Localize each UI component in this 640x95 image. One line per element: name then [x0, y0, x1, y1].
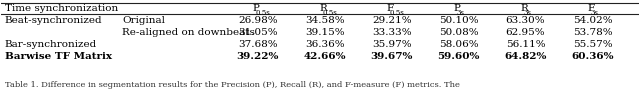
Text: 42.66%: 42.66% — [303, 52, 346, 61]
Text: 26.98%: 26.98% — [238, 16, 278, 25]
Text: 33.33%: 33.33% — [372, 28, 412, 37]
Text: 35.97%: 35.97% — [372, 40, 412, 49]
Text: 55.57%: 55.57% — [573, 40, 612, 49]
Text: F: F — [588, 4, 595, 13]
Text: Barwise TF Matrix: Barwise TF Matrix — [4, 52, 111, 61]
Text: 54.02%: 54.02% — [573, 16, 612, 25]
Text: 36.36%: 36.36% — [305, 40, 344, 49]
Text: F: F — [387, 4, 394, 13]
Text: 0.5s: 0.5s — [256, 10, 271, 17]
Text: Bar-synchronized: Bar-synchronized — [4, 40, 97, 49]
Text: 3s: 3s — [457, 10, 465, 17]
Text: 56.11%: 56.11% — [506, 40, 545, 49]
Text: 39.22%: 39.22% — [237, 52, 279, 61]
Text: 53.78%: 53.78% — [573, 28, 612, 37]
Text: 64.82%: 64.82% — [504, 52, 547, 61]
Text: P: P — [253, 4, 260, 13]
Text: 34.58%: 34.58% — [305, 16, 344, 25]
Text: 50.10%: 50.10% — [439, 16, 479, 25]
Text: Table 1. Difference in segmentation results for the Precision (P), Recall (R), a: Table 1. Difference in segmentation resu… — [4, 81, 460, 89]
Text: 3s: 3s — [591, 10, 598, 17]
Text: P: P — [454, 4, 460, 13]
Text: 39.67%: 39.67% — [371, 52, 413, 61]
Text: Original: Original — [122, 16, 166, 25]
Text: 59.60%: 59.60% — [437, 52, 480, 61]
Text: 3s: 3s — [524, 10, 531, 17]
Text: Time synchronization: Time synchronization — [4, 4, 118, 13]
Text: 31.05%: 31.05% — [238, 28, 278, 37]
Text: 62.95%: 62.95% — [506, 28, 545, 37]
Text: Beat-synchronized: Beat-synchronized — [4, 16, 102, 25]
Text: 60.36%: 60.36% — [571, 52, 614, 61]
Text: R: R — [320, 4, 328, 13]
Text: 37.68%: 37.68% — [238, 40, 278, 49]
Text: Re-aligned on downbeats: Re-aligned on downbeats — [122, 28, 255, 37]
Text: R: R — [520, 4, 528, 13]
Text: 50.08%: 50.08% — [439, 28, 479, 37]
Text: 63.30%: 63.30% — [506, 16, 545, 25]
Text: 58.06%: 58.06% — [439, 40, 479, 49]
Text: 0.5s: 0.5s — [390, 10, 404, 17]
Text: 29.21%: 29.21% — [372, 16, 412, 25]
Text: 39.15%: 39.15% — [305, 28, 344, 37]
Text: 0.5s: 0.5s — [323, 10, 338, 17]
